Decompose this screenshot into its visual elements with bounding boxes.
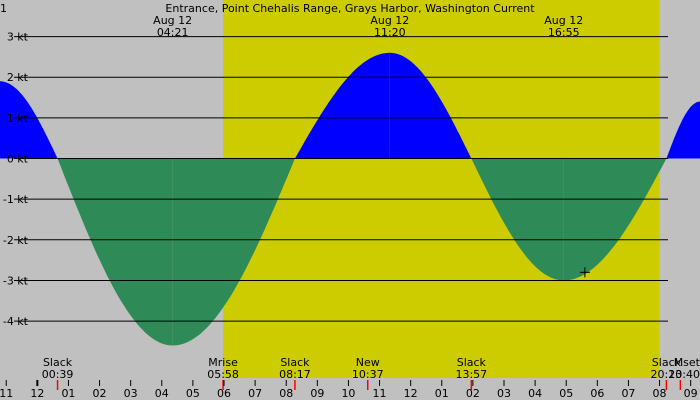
y-tick-label: -4 kt: [3, 315, 29, 328]
top-event-date: Aug 12: [153, 14, 192, 27]
bottom-event-label: Slack: [280, 356, 310, 369]
y-tick-label: 1 kt: [7, 112, 29, 125]
gridlines: [14, 36, 668, 322]
hour-tick-label: 09: [684, 387, 698, 400]
bottom-event-time: 10:37: [352, 368, 384, 381]
hour-tick-label: 02: [466, 387, 480, 400]
hour-tick-label: 12: [404, 387, 418, 400]
hour-tick-label: 03: [497, 387, 511, 400]
y-tick-label: -3 kt: [3, 274, 29, 287]
y-tick-label: 3 kt: [7, 31, 29, 44]
top-event-time: 04:21: [157, 26, 189, 39]
bottom-event-time: 08:17: [279, 368, 311, 381]
flood-area: [0, 81, 58, 159]
bottom-event-label: Mset: [674, 356, 700, 369]
y-tick-label: -2 kt: [3, 234, 29, 247]
hour-tick-label: 04: [528, 387, 542, 400]
bottom-event-label: Mrise: [208, 356, 238, 369]
flood-area: [389, 52, 472, 159]
current-areas: [0, 52, 700, 346]
y-tick-label: -1 kt: [3, 193, 29, 206]
bottom-event-labels: Slack00:39Mrise05:58Slack08:17New10:37Sl…: [42, 356, 700, 390]
hour-tick-label: 12: [30, 387, 44, 400]
hour-tick-label: 01: [435, 387, 449, 400]
bottom-event-label: New: [356, 356, 380, 369]
hour-tick-label: 10: [341, 387, 355, 400]
hour-tick-label: 06: [217, 387, 231, 400]
hour-tick-label: 07: [248, 387, 262, 400]
bottom-event-label: Slack: [43, 356, 73, 369]
hour-tick-label: 11: [373, 387, 387, 400]
top-event-time: 16:55: [548, 26, 580, 39]
ebb-area: [172, 158, 295, 346]
hour-tick-label: 01: [61, 387, 75, 400]
hour-tick-label: 08: [653, 387, 667, 400]
hour-tick-label: 03: [124, 387, 138, 400]
hour-tick-label: 06: [590, 387, 604, 400]
title-prefix: 1: [0, 2, 7, 15]
bottom-event-time: 13:57: [455, 368, 487, 381]
current-time-marker: [579, 267, 590, 278]
bottom-event-time: 00:39: [42, 368, 74, 381]
y-tick-label: 2 kt: [7, 71, 29, 84]
ebb-area: [471, 158, 564, 281]
hour-tick-label: 07: [621, 387, 635, 400]
bottom-event-label: Slack: [652, 356, 682, 369]
bottom-event-time: 20:40: [668, 368, 700, 381]
top-event-time: 11:20: [374, 26, 406, 39]
top-event-date: Aug 12: [544, 14, 583, 27]
hour-tick-label: 11: [0, 387, 13, 400]
chart-title: Entrance, Point Chehalis Range, Grays Ha…: [165, 2, 535, 15]
hour-tick-label: 04: [155, 387, 169, 400]
bottom-event-time: 05:58: [207, 368, 239, 381]
ebb-area: [563, 158, 667, 281]
flood-area: [666, 101, 700, 159]
hour-tick-label: 09: [310, 387, 324, 400]
y-tick-label: 0 kt: [7, 153, 29, 166]
y-axis-labels: 3 kt 2 kt 1 kt 0 kt -1 kt -2 kt -3 kt -4 kt: [3, 31, 29, 329]
top-event-date: Aug 12: [370, 14, 409, 27]
hour-tick-label: 05: [186, 387, 200, 400]
hour-tick-label: 02: [93, 387, 107, 400]
hour-axis: 11 12 01 02 03 04 05 06 07 08 09 10 11 12 01 02 03 04 05 06…: [0, 380, 698, 400]
bottom-event-time: 20:13: [651, 368, 683, 381]
hour-tick-label: 05: [559, 387, 573, 400]
hour-tick-label: 08: [279, 387, 293, 400]
ebb-area: [57, 158, 173, 346]
bottom-event-label: Slack: [457, 356, 487, 369]
flood-area: [294, 52, 390, 159]
